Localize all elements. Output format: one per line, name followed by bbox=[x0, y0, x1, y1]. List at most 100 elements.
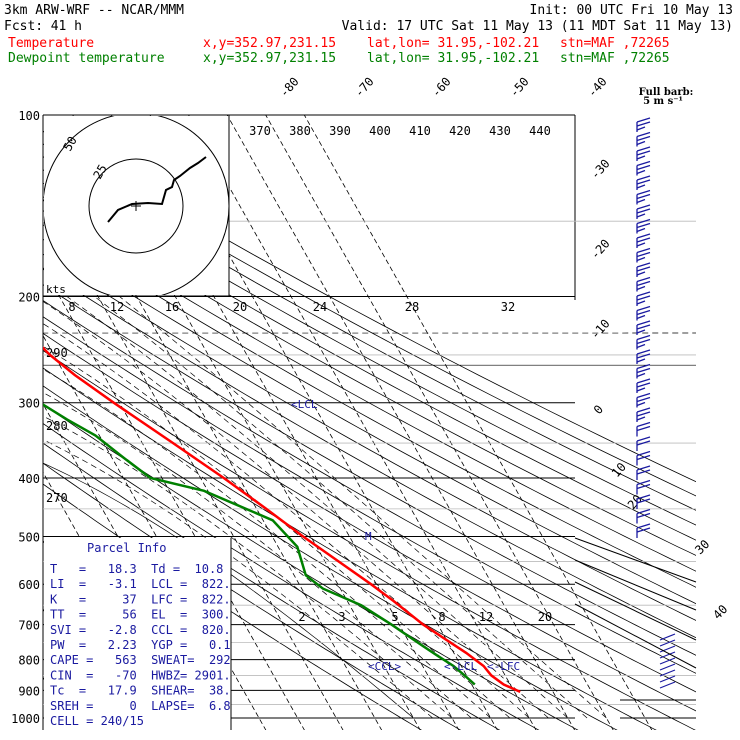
parcel-info-background bbox=[44, 538, 231, 730]
isotherm-line bbox=[303, 115, 653, 730]
temperature-trace bbox=[43, 346, 521, 694]
pressure-tick-label: 200 bbox=[18, 291, 40, 305]
pressure-tick-label: 800 bbox=[18, 654, 40, 668]
isotherm-line bbox=[43, 129, 383, 730]
pressure-tick-label: 500 bbox=[18, 530, 40, 544]
dry-adiabat-line bbox=[43, 196, 696, 556]
parcel-info-row: CELL = 240/15 bbox=[50, 714, 144, 728]
wind-barb bbox=[636, 494, 651, 509]
isotherm-line bbox=[0, 115, 35, 731]
pressure-tick-label: 1000 bbox=[11, 712, 40, 726]
temperature-latlon: lat,lon= 31.95,-102.21 bbox=[367, 36, 539, 51]
parcel-info-row: PW = 2.23 YGP = 0.1 bbox=[50, 638, 231, 652]
wind-barb bbox=[636, 175, 651, 190]
temperature-legend: Temperature bbox=[8, 36, 94, 51]
wind-barb bbox=[636, 508, 651, 524]
wind-barb bbox=[636, 218, 651, 234]
forecast-label: Fcst: bbox=[4, 19, 43, 34]
isotherm-line bbox=[110, 115, 460, 730]
hodograph-ring-25 bbox=[88, 158, 184, 254]
wind-barb bbox=[659, 669, 676, 677]
parcel-info-row: LI = -3.1 LCL = 822. bbox=[50, 577, 231, 591]
pressure-tick-label: 300 bbox=[18, 397, 40, 411]
wind-barb bbox=[659, 651, 676, 659]
wind-barb bbox=[659, 657, 676, 665]
wind-barb bbox=[659, 675, 676, 683]
hodograph-trace bbox=[107, 156, 207, 223]
isotherm-line bbox=[226, 115, 576, 730]
mixing-ratio-label: 2 bbox=[298, 610, 305, 624]
isotherm-label: -30 bbox=[588, 157, 613, 182]
dry-adiabat-line bbox=[43, 300, 696, 674]
wind-barb bbox=[659, 633, 676, 641]
parcel-info-row: K = 37 LFC = 822. bbox=[50, 592, 231, 606]
dry-adiabat-line bbox=[43, 332, 696, 712]
lower-panel-lines bbox=[574, 537, 697, 719]
isotherm-label: -70 bbox=[352, 75, 377, 100]
pressure-tick-label: 100 bbox=[18, 109, 40, 123]
wind-barb bbox=[636, 291, 651, 306]
isotherm-line bbox=[43, 198, 344, 730]
mixing-ratio-label: 24 bbox=[313, 300, 327, 314]
isotherm-label: -50 bbox=[507, 75, 532, 100]
dry-adiabat-line bbox=[43, 350, 696, 730]
isotherm-line bbox=[72, 115, 421, 730]
theta-label: 420 bbox=[449, 124, 471, 138]
wind-barb bbox=[636, 320, 651, 335]
wind-barb bbox=[636, 160, 651, 176]
theta-label: 370 bbox=[249, 124, 271, 138]
mixing-ratio-label: 28 bbox=[405, 300, 419, 314]
wind-barb bbox=[659, 639, 676, 647]
dry-adiabat-line bbox=[43, 224, 696, 588]
hodograph-unit: kts bbox=[46, 283, 66, 296]
isotherm-line bbox=[149, 115, 498, 730]
parcel-info-title: Parcel Info bbox=[87, 541, 166, 555]
wind-barb bbox=[636, 189, 651, 205]
isotherm-label: 40 bbox=[710, 602, 730, 622]
isotherm-label: -80 bbox=[277, 75, 302, 100]
dry-adiabat-line bbox=[43, 130, 696, 483]
mixing-ratio-label: 3 bbox=[338, 610, 345, 624]
wind-barb bbox=[636, 378, 651, 393]
pressure-tick-label: 400 bbox=[18, 472, 40, 486]
m-marker: M bbox=[365, 530, 372, 543]
dry-adiabat-line bbox=[43, 422, 540, 730]
mixing-ratio-label: 12 bbox=[110, 300, 124, 314]
wind-barb bbox=[636, 247, 651, 263]
wind-barbs bbox=[574, 117, 697, 719]
theta-left-label: 270 bbox=[46, 491, 68, 505]
parcel-info-row: SREH = 0 LAPSE= 6.8 bbox=[50, 699, 231, 713]
valid-time: Valid: 17 UTC Sat 11 May 13 (11 MDT Sat … bbox=[342, 19, 733, 34]
theta-label: 380 bbox=[289, 124, 311, 138]
theta-label: 410 bbox=[409, 124, 431, 138]
parcel-info-row: T = 18.3 Td = 10.8 bbox=[50, 562, 223, 576]
dewpoint-xy: x,y=352.97,231.15 bbox=[203, 51, 336, 66]
isotherm-line bbox=[43, 403, 228, 730]
dry-adiabat-line bbox=[43, 182, 696, 541]
dry-adiabat-line bbox=[43, 442, 501, 730]
isotherm-label: -10 bbox=[588, 317, 613, 342]
wind-barb bbox=[636, 465, 651, 480]
dry-adiabat-line bbox=[43, 253, 696, 621]
wind-barb bbox=[636, 146, 651, 161]
hodograph: 25 50 kts bbox=[43, 115, 230, 297]
mixing-ratio-label: 5 bbox=[391, 610, 398, 624]
temperature-stn: stn=MAF ,72265 bbox=[560, 36, 670, 51]
isotherm-label: 0 bbox=[591, 402, 606, 417]
lcl-marker-upper: <LCL bbox=[291, 398, 318, 411]
dewpoint-trace bbox=[43, 403, 476, 686]
wind-barb bbox=[636, 392, 651, 408]
dry-adiabat-line bbox=[43, 385, 618, 730]
theta-label: 400 bbox=[369, 124, 391, 138]
wind-barb bbox=[636, 407, 651, 422]
moist-adiabat-line bbox=[43, 392, 472, 719]
theta-label: 440 bbox=[529, 124, 551, 138]
barb-legend-title: Full barb: bbox=[639, 87, 694, 98]
dry-adiabat-line bbox=[43, 238, 696, 605]
wind-barb bbox=[659, 681, 676, 689]
wind-barb bbox=[636, 204, 651, 219]
isotherm-line bbox=[265, 115, 614, 730]
wind-barb bbox=[636, 349, 651, 364]
forecast-hour: 41 h bbox=[51, 19, 82, 34]
